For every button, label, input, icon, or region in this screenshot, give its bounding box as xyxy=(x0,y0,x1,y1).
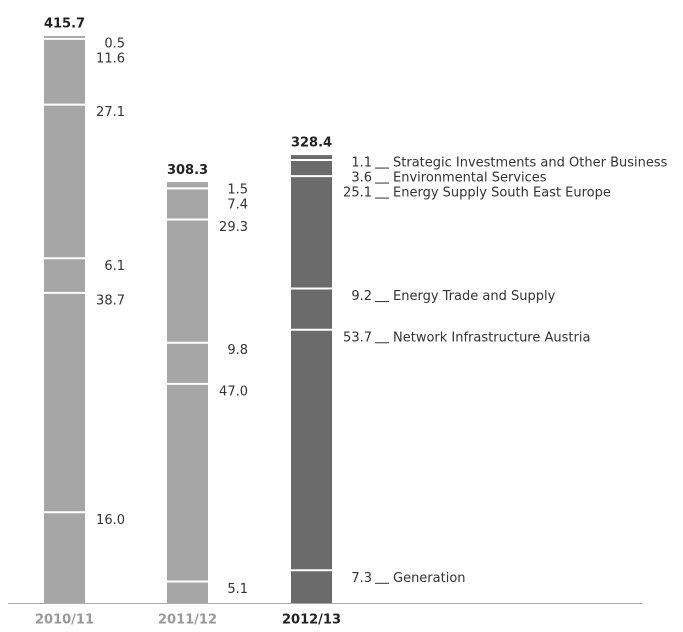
bar-segment xyxy=(44,104,85,259)
series-name: Energy Supply South East Europe xyxy=(393,186,611,201)
value-label: 1.1 xyxy=(351,156,372,171)
bar-segment xyxy=(291,288,332,330)
bar-segment xyxy=(167,219,208,343)
value-label: 27.1 xyxy=(96,105,125,120)
bar-segment xyxy=(44,36,85,39)
value-label: 9.8 xyxy=(227,343,248,358)
value-label: 11.6 xyxy=(96,52,125,67)
value-label: 38.7 xyxy=(96,293,125,308)
series-name: Network Infrastructure Austria xyxy=(393,330,590,345)
bar-segment xyxy=(167,342,208,384)
x-tick-label: 2011/12 xyxy=(158,613,217,628)
bar-segment xyxy=(167,383,208,582)
series-name: Environmental Services xyxy=(393,171,547,186)
x-tick-label: 2010/11 xyxy=(35,613,94,628)
bar-segment xyxy=(167,182,208,189)
series-name: Energy Trade and Supply xyxy=(393,289,556,304)
bar-segment xyxy=(44,38,85,105)
value-label: 7.3 xyxy=(351,571,372,586)
value-label: 53.7 xyxy=(343,330,372,345)
bar-segment xyxy=(44,292,85,513)
value-label: 9.2 xyxy=(351,289,372,304)
value-label: 29.3 xyxy=(219,220,248,235)
value-label: 7.4 xyxy=(227,198,248,213)
total-label: 308.3 xyxy=(167,163,208,178)
value-label: 5.1 xyxy=(227,582,248,597)
total-label: 415.7 xyxy=(44,17,85,32)
bar-segment xyxy=(291,570,332,603)
value-label: 16.0 xyxy=(96,513,125,528)
bar-segment xyxy=(44,512,85,603)
bar-segment xyxy=(291,176,332,289)
value-label: 0.5 xyxy=(104,37,125,52)
bar-segment xyxy=(291,155,332,161)
value-label: 3.6 xyxy=(351,171,372,186)
value-label: 1.5 xyxy=(227,183,248,198)
total-label: 328.4 xyxy=(291,136,332,151)
bar-segment xyxy=(291,329,332,571)
bar-segment xyxy=(167,581,208,603)
series-name: Strategic Investments and Other Business xyxy=(393,156,668,171)
bar-segment xyxy=(167,188,208,220)
value-label: 25.1 xyxy=(343,186,372,201)
bar-segment xyxy=(44,258,85,293)
bar-segment xyxy=(291,160,332,177)
x-tick-label: 2012/13 xyxy=(282,613,341,628)
value-label: 6.1 xyxy=(104,259,125,274)
value-label: 47.0 xyxy=(219,384,248,399)
series-name: Generation xyxy=(393,571,466,586)
